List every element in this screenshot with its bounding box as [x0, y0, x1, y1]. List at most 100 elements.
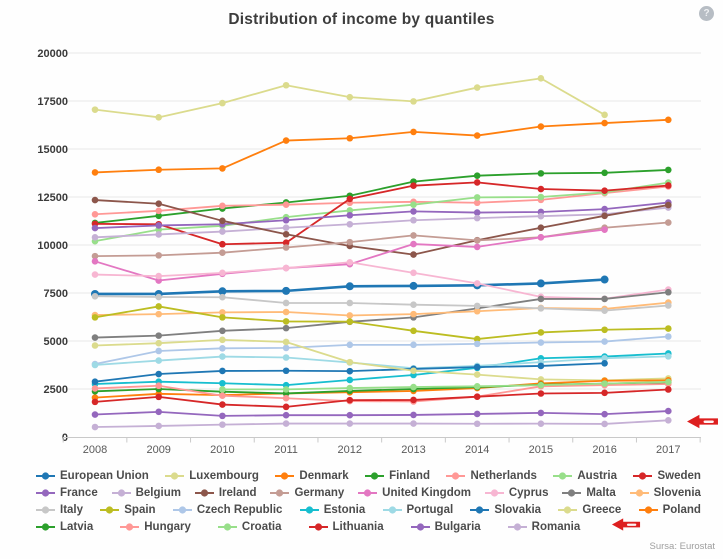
data-point[interactable]	[219, 412, 226, 420]
legend-item-romania[interactable]: Romania	[507, 521, 580, 533]
data-point[interactable]	[665, 407, 672, 415]
data-point[interactable]	[537, 185, 545, 193]
data-point[interactable]	[601, 187, 608, 194]
legend-item-ireland[interactable]: Ireland	[194, 487, 257, 499]
data-point[interactable]	[665, 182, 672, 189]
data-point[interactable]	[665, 288, 672, 296]
data-point[interactable]	[282, 201, 290, 208]
data-point[interactable]	[537, 339, 545, 346]
data-point[interactable]	[473, 84, 481, 91]
data-point[interactable]	[155, 303, 162, 310]
data-point[interactable]	[601, 205, 608, 213]
data-point[interactable]	[219, 327, 226, 335]
legend-item-italy[interactable]: Italy	[36, 504, 83, 516]
data-point[interactable]	[346, 411, 354, 419]
data-point[interactable]	[601, 226, 608, 233]
data-point[interactable]	[537, 75, 545, 82]
data-point[interactable]	[473, 280, 481, 287]
data-point[interactable]	[91, 361, 99, 369]
data-point[interactable]	[155, 114, 162, 121]
data-point[interactable]	[473, 199, 481, 207]
data-point[interactable]	[346, 318, 354, 325]
legend-item-bulgaria[interactable]: Bulgaria	[410, 521, 481, 533]
legend-item-croatia[interactable]: Croatia	[217, 521, 282, 533]
data-point[interactable]	[410, 216, 417, 224]
data-point[interactable]	[91, 342, 99, 349]
data-point[interactable]	[282, 403, 290, 411]
data-point[interactable]	[473, 393, 481, 400]
data-point[interactable]	[537, 329, 545, 336]
data-point[interactable]	[155, 212, 162, 220]
data-point[interactable]	[346, 238, 354, 246]
data-point[interactable]	[155, 166, 162, 174]
data-point[interactable]	[346, 396, 354, 404]
data-point[interactable]	[219, 379, 226, 387]
data-point[interactable]	[155, 370, 162, 378]
series-ireland[interactable]	[91, 196, 672, 258]
legend-item-czech-republic[interactable]: Czech Republic	[172, 504, 282, 516]
data-point[interactable]	[473, 307, 481, 315]
series-slovakia[interactable]	[91, 359, 608, 386]
data-point[interactable]	[282, 344, 290, 352]
data-point[interactable]	[91, 411, 99, 418]
data-point[interactable]	[282, 338, 290, 346]
legend-item-netherlands[interactable]: Netherlands	[446, 470, 537, 482]
data-point[interactable]	[537, 381, 545, 389]
series-bulgaria[interactable]	[91, 407, 672, 420]
data-point[interactable]	[410, 341, 417, 349]
data-point[interactable]	[219, 269, 226, 277]
legend-item-germany[interactable]: Germany	[270, 487, 344, 499]
data-point[interactable]	[537, 212, 545, 220]
data-point[interactable]	[665, 416, 672, 424]
data-point[interactable]	[219, 293, 226, 301]
data-point[interactable]	[537, 234, 545, 241]
data-point[interactable]	[410, 396, 417, 404]
data-point[interactable]	[346, 195, 354, 203]
data-point[interactable]	[601, 420, 608, 428]
data-point[interactable]	[219, 249, 226, 256]
data-point[interactable]	[155, 200, 162, 208]
data-point[interactable]	[346, 384, 354, 392]
data-point[interactable]	[155, 408, 162, 416]
data-point[interactable]	[282, 308, 290, 316]
data-point[interactable]	[601, 169, 608, 177]
data-point[interactable]	[219, 392, 226, 400]
data-point[interactable]	[345, 282, 354, 291]
data-point[interactable]	[537, 390, 545, 397]
data-point[interactable]	[410, 301, 417, 309]
legend-item-hungary[interactable]: Hungary	[120, 521, 191, 533]
data-point[interactable]	[601, 338, 608, 345]
data-point[interactable]	[282, 299, 290, 307]
data-point[interactable]	[537, 409, 545, 417]
data-point[interactable]	[410, 201, 417, 208]
series-finland[interactable]	[91, 166, 672, 227]
legend-item-belgium[interactable]: Belgium	[111, 487, 181, 499]
data-point[interactable]	[282, 216, 290, 224]
series-romania[interactable]	[91, 416, 672, 431]
data-point[interactable]	[601, 380, 608, 387]
data-point[interactable]	[91, 423, 99, 431]
data-point[interactable]	[410, 98, 417, 105]
data-point[interactable]	[601, 359, 608, 367]
legend-item-united-kingdom[interactable]: United Kingdom	[358, 487, 471, 499]
data-point[interactable]	[282, 386, 290, 393]
data-point[interactable]	[219, 401, 226, 408]
data-point[interactable]	[282, 81, 290, 89]
data-point[interactable]	[665, 325, 672, 332]
data-point[interactable]	[91, 378, 99, 386]
data-point[interactable]	[601, 354, 608, 362]
data-point[interactable]	[346, 93, 354, 101]
data-point[interactable]	[410, 383, 417, 391]
data-point[interactable]	[219, 99, 226, 107]
data-point[interactable]	[410, 310, 417, 318]
data-point[interactable]	[346, 358, 354, 366]
data-point[interactable]	[665, 333, 672, 340]
legend-item-slovenia[interactable]: Slovenia	[629, 487, 701, 499]
data-point[interactable]	[91, 292, 99, 300]
data-point[interactable]	[219, 386, 226, 393]
data-point[interactable]	[155, 339, 162, 347]
legend-item-denmark[interactable]: Denmark	[275, 470, 349, 482]
data-point[interactable]	[155, 231, 162, 238]
data-point[interactable]	[155, 207, 162, 215]
data-point[interactable]	[346, 376, 354, 384]
